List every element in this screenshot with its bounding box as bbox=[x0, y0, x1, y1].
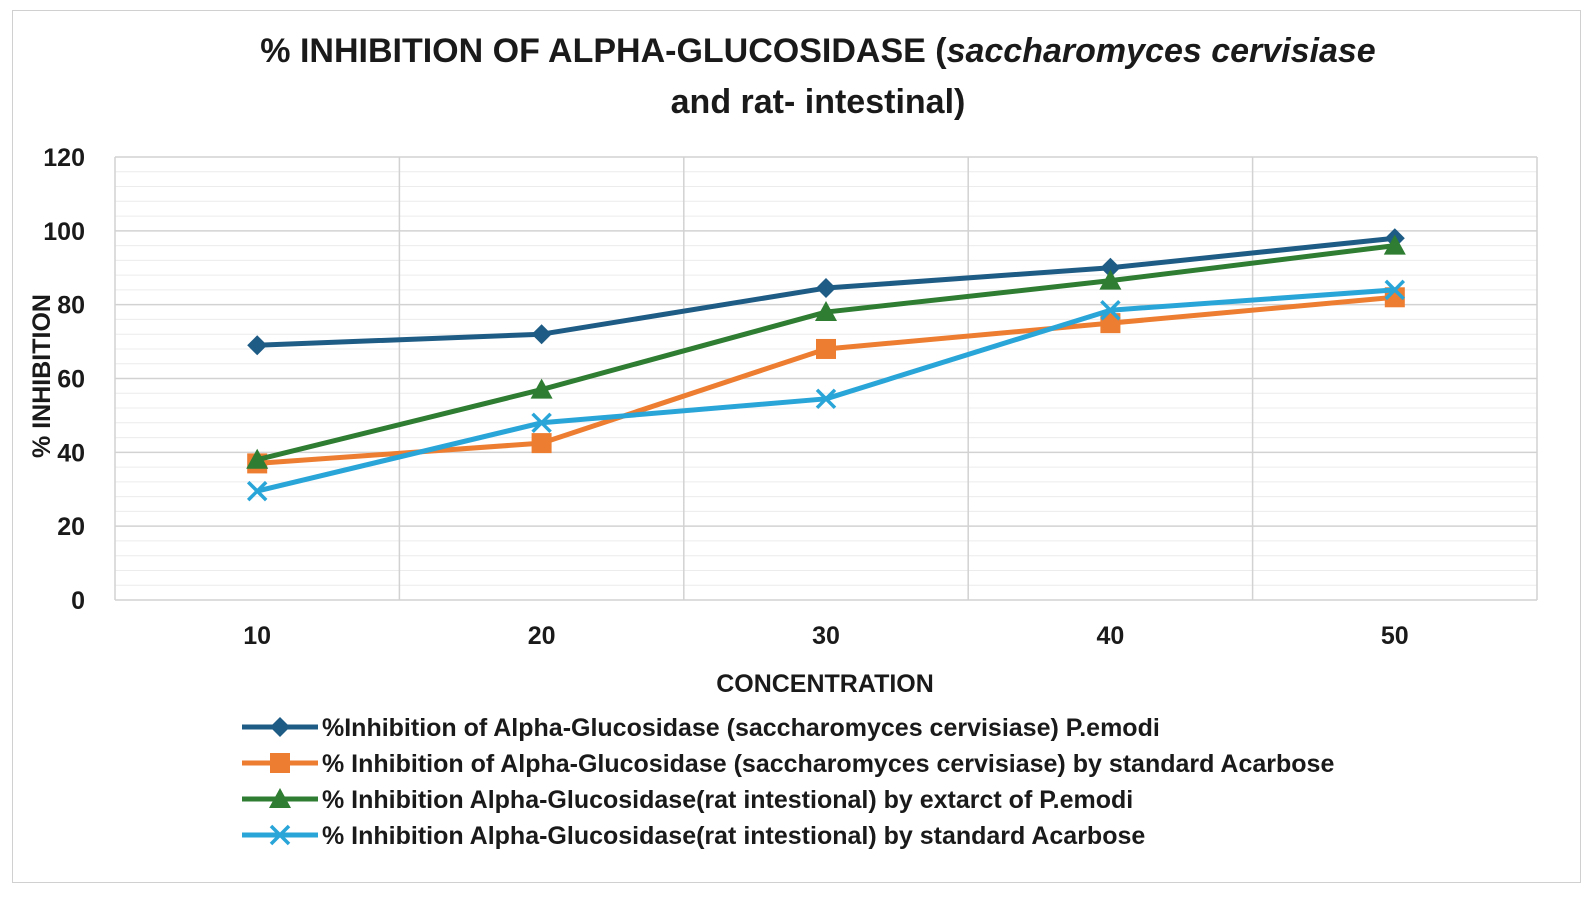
y-tick-label: 120 bbox=[43, 144, 85, 172]
x-tick-label: 50 bbox=[1381, 622, 1409, 650]
x-marker-stroke bbox=[246, 480, 268, 502]
legend-entry-2: % Inhibition of Alpha-Glucosidase (sacch… bbox=[242, 750, 1334, 778]
data-point bbox=[247, 335, 268, 356]
series-1 bbox=[247, 228, 1405, 356]
data-point bbox=[815, 388, 837, 410]
x-marker-stroke bbox=[815, 388, 837, 410]
data-point bbox=[1100, 299, 1121, 321]
data-point bbox=[246, 448, 269, 469]
legend-label: % Inhibition Alpha-Glucosidase(rat intes… bbox=[322, 786, 1133, 814]
data-point bbox=[1383, 234, 1406, 255]
legend-entry-4: % Inhibition Alpha-Glucosidase(rat intes… bbox=[242, 822, 1145, 850]
x-axis-ticks: 10 20 30 40 50 bbox=[243, 622, 1408, 650]
x-tick-label: 20 bbox=[528, 622, 556, 650]
x-marker-stroke bbox=[531, 412, 552, 434]
data-point bbox=[815, 301, 837, 322]
series-line bbox=[257, 294, 1396, 466]
chart-title: % INHIBITION OF ALPHA-GLUCOSIDASE (sacch… bbox=[260, 32, 1375, 121]
x-tick-label: 30 bbox=[812, 622, 840, 650]
data-point bbox=[246, 480, 268, 502]
legend-marker bbox=[269, 788, 291, 808]
legend-label: % Inhibition Alpha-Glucosidase(rat intes… bbox=[322, 822, 1145, 850]
y-tick-label: 80 bbox=[57, 292, 85, 320]
chart-title-line1: % INHIBITION OF ALPHA-GLUCOSIDASE (sacch… bbox=[260, 32, 1375, 70]
y-tick-label: 20 bbox=[57, 513, 85, 541]
series-4 bbox=[246, 279, 1406, 502]
chart-title-prefix: % INHIBITION OF ALPHA-GLUCOSIDASE ( bbox=[260, 32, 947, 70]
x-tick-label: 40 bbox=[1096, 622, 1124, 650]
chart-title-italic: saccharomyces cervisiase bbox=[947, 32, 1376, 70]
legend-marker bbox=[270, 717, 290, 737]
x-marker-stroke bbox=[1100, 299, 1121, 321]
data-point bbox=[1384, 279, 1406, 301]
series-3 bbox=[246, 234, 1406, 469]
y-tick-label: 40 bbox=[57, 439, 85, 467]
legend-entry-1: %Inhibition of Alpha-Glucosidase (saccha… bbox=[242, 714, 1160, 742]
legend-label: %Inhibition of Alpha-Glucosidase (saccha… bbox=[322, 714, 1160, 742]
y-tick-label: 60 bbox=[57, 366, 85, 394]
legend-marker bbox=[270, 753, 290, 773]
data-point bbox=[531, 412, 552, 434]
data-point bbox=[531, 433, 552, 454]
legend-entry-3: % Inhibition Alpha-Glucosidase(rat intes… bbox=[242, 786, 1133, 814]
y-tick-label: 0 bbox=[71, 587, 85, 615]
y-tick-label: 100 bbox=[43, 218, 85, 246]
legend-marker bbox=[269, 824, 291, 846]
y-axis-ticks: 0 20 40 60 80 100 120 bbox=[43, 144, 85, 615]
data-point bbox=[1100, 313, 1121, 334]
y-axis-label: % INHIBITION bbox=[28, 294, 56, 458]
data-point bbox=[1100, 257, 1121, 278]
x-tick-label: 10 bbox=[243, 622, 271, 650]
data-point bbox=[816, 338, 836, 359]
data-point bbox=[531, 324, 552, 345]
grid bbox=[114, 156, 1538, 601]
legend-label: % Inhibition of Alpha-Glucosidase (sacch… bbox=[322, 750, 1334, 778]
data-point bbox=[530, 378, 553, 399]
series bbox=[246, 228, 1406, 502]
data-point bbox=[816, 278, 836, 299]
chart-frame bbox=[12, 10, 1581, 883]
chart-title-line2: and rat- intestinal) bbox=[671, 83, 966, 121]
legend: %Inhibition of Alpha-Glucosidase (saccha… bbox=[242, 714, 1334, 850]
data-point bbox=[1099, 269, 1122, 290]
x-marker-stroke bbox=[269, 824, 291, 846]
x-marker-stroke bbox=[1384, 279, 1406, 301]
x-axis-label: CONCENTRATION bbox=[716, 670, 934, 698]
